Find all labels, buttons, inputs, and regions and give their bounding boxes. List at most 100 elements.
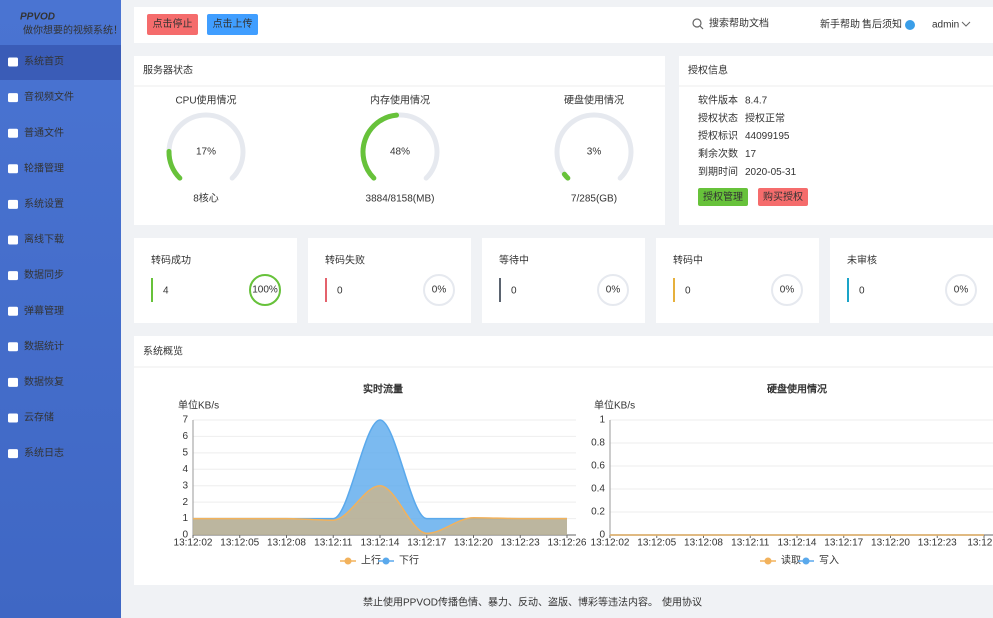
status-ring (945, 274, 977, 306)
gauge-value-label: 48% (390, 147, 410, 158)
license-button[interactable] (698, 188, 748, 206)
menu-icon (8, 235, 18, 245)
search-placeholder[interactable]: 搜索帮助文档 (709, 17, 769, 30)
footer-text: 禁止使用PPVOD传播色情、暴力、反动、盗版、博彩等违法内容。 (363, 596, 658, 609)
license-key: 授权状态 (698, 111, 738, 124)
gauge-label: CPU使用情况 (175, 94, 236, 107)
license-value: 44099195 (745, 131, 790, 142)
status-ring (423, 274, 455, 306)
active-menu-item (0, 45, 121, 80)
status-card (830, 238, 993, 323)
y-tick-label: 1 (182, 513, 188, 524)
header-button-label[interactable]: 点击停止 (153, 17, 193, 30)
status-card (134, 238, 297, 323)
status-bar (847, 278, 849, 302)
chart-title: 硬盘使用情况 (767, 382, 827, 395)
x-tick-label: 13:12:02 (174, 538, 213, 549)
chart-title: 实时流量 (363, 382, 403, 395)
menu-item[interactable]: 系统设置 (24, 197, 64, 210)
legend-label[interactable]: 下行 (399, 554, 419, 567)
status-ring (771, 274, 803, 306)
y-tick-label: 0 (599, 530, 605, 541)
license-value: 授权正常 (745, 111, 785, 124)
menu-icon (8, 199, 18, 209)
status-bar (151, 278, 153, 302)
legend-symbol-dot (344, 557, 352, 565)
legend-symbol-dot (764, 557, 772, 565)
y-tick-label: 1 (599, 415, 605, 426)
x-tick-label: 13:12:17 (824, 538, 863, 549)
license-key: 到期时间 (698, 165, 738, 178)
user-name[interactable]: admin (932, 20, 959, 31)
header-button[interactable] (147, 14, 198, 35)
status-card (656, 238, 819, 323)
slogan: 做你想要的视频系统！ (23, 24, 123, 37)
search-icon-handle (699, 25, 704, 30)
menu-item[interactable]: 离线下载 (24, 233, 64, 246)
header-button[interactable] (207, 14, 258, 35)
menu-item[interactable]: 系统日志 (24, 446, 64, 459)
x-tick-label: 13:12:17 (407, 538, 446, 549)
overview-card (134, 336, 993, 585)
gauge-value-label: 3% (587, 147, 602, 158)
footer-link[interactable]: 使用协议 (662, 596, 702, 609)
x-tick-label: 13:12:23 (501, 538, 540, 549)
y-tick-label: 2 (182, 497, 188, 508)
y-tick-label: 5 (182, 447, 188, 458)
license-button-label[interactable]: 购买授权 (763, 190, 803, 203)
status-percent: 100% (252, 285, 278, 296)
legend-symbol-dot (382, 557, 390, 565)
menu-item[interactable]: 弹幕管理 (24, 304, 64, 317)
menu-item[interactable]: 音视频文件 (24, 90, 74, 103)
menu-item[interactable]: 数据同步 (24, 268, 64, 281)
menu-item[interactable]: 云存储 (24, 411, 54, 424)
header-button-label[interactable]: 点击上传 (213, 18, 253, 30)
x-tick-label: 13:12:26 (548, 538, 587, 549)
header-link[interactable]: 新手帮助 (820, 18, 860, 31)
y-tick-label: 0.2 (591, 507, 605, 518)
status-ring (597, 274, 629, 306)
gauge-label: 内存使用情况 (370, 94, 430, 107)
x-tick-label: 13:12:20 (871, 538, 910, 549)
status-title: 转码失败 (325, 254, 365, 267)
menu-item[interactable]: 数据恢复 (24, 375, 64, 388)
menu-icon (8, 449, 18, 459)
status-progress (249, 274, 281, 306)
y-tick-label: 0.6 (591, 461, 605, 472)
search-icon (692, 18, 702, 28)
status-count: 4 (163, 286, 169, 297)
license-button-label[interactable]: 授权管理 (703, 190, 743, 203)
x-tick-label: 13:12:14 (778, 538, 817, 549)
license-button[interactable] (758, 188, 808, 206)
menu-item[interactable]: 轮播管理 (24, 161, 64, 174)
gauge-value (561, 171, 571, 181)
menu-icon (8, 128, 18, 138)
x-tick-label: 13:12:02 (591, 538, 630, 549)
y-tick-label: 6 (182, 431, 188, 442)
legend-label[interactable]: 写入 (819, 555, 839, 567)
license-key: 剩余次数 (698, 147, 738, 160)
y-tick-label: 0 (182, 530, 188, 541)
menu-item[interactable]: 数据统计 (24, 339, 64, 352)
legend-label[interactable]: 上行 (361, 554, 381, 567)
x-tick-label: 13:12:05 (637, 538, 676, 549)
status-percent: 0% (432, 285, 447, 296)
x-tick-label: 13:12:08 (267, 538, 306, 549)
theme-icon[interactable] (905, 20, 915, 30)
menu-item[interactable]: 普通文件 (24, 126, 64, 139)
status-bar (499, 278, 501, 302)
x-tick-label: 13:12:20 (454, 538, 493, 549)
menu-item[interactable]: 系统首页 (24, 55, 64, 68)
sidebar (0, 0, 121, 618)
license-key: 软件版本 (698, 94, 738, 107)
license-value: 17 (745, 149, 757, 160)
status-count: 0 (685, 286, 691, 297)
menu-icon (8, 342, 18, 352)
legend-label[interactable]: 读取 (781, 554, 801, 567)
header-link[interactable]: 售后须知 (862, 18, 902, 31)
y-tick-label: 0.8 (591, 438, 605, 449)
menu-icon (8, 57, 18, 67)
header-bar (134, 7, 993, 43)
server-card (134, 56, 665, 225)
